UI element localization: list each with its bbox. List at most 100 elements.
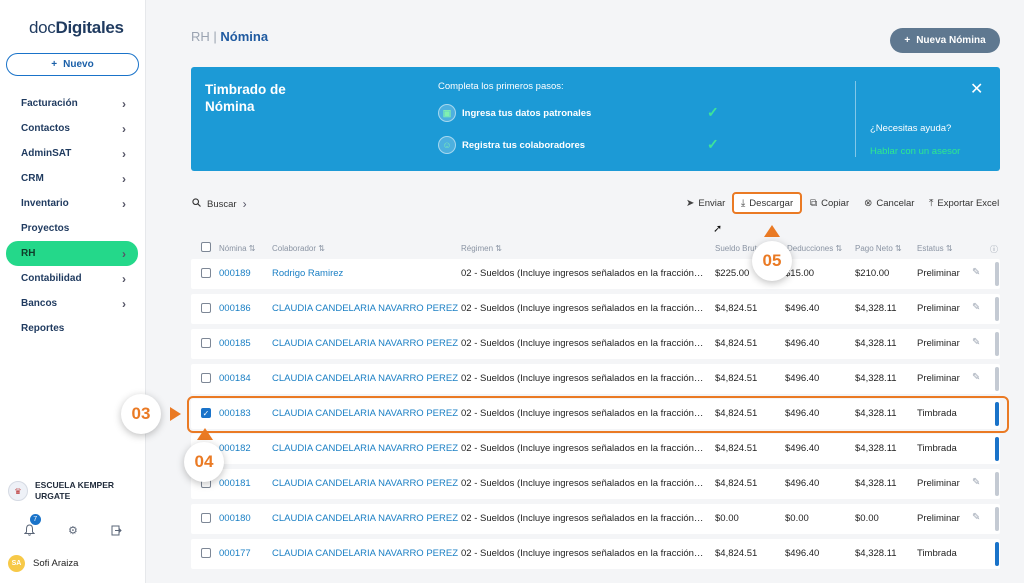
sidebar-item-inventario[interactable]: Inventario › <box>6 191 138 216</box>
status-indicator <box>995 332 999 356</box>
sidebar-item-contactos[interactable]: Contactos › <box>6 116 138 141</box>
upload-icon: ⤒ <box>929 197 934 209</box>
company-selector[interactable]: ♛ ESCUELA KEMPER URGATE <box>8 480 140 502</box>
nomina-link[interactable]: 000181 <box>219 478 251 489</box>
colaborador-link[interactable]: CLAUDIA CANDELARIA NAVARRO PEREZ <box>272 478 459 489</box>
new-nomina-button[interactable]: + Nueva Nómina <box>890 28 1000 53</box>
row-checkbox[interactable] <box>201 513 211 523</box>
regimen-cell: 02 - Sueldos (Incluye ingresos señalados… <box>461 373 705 384</box>
deducciones-cell: $496.40 <box>785 303 820 314</box>
table-row[interactable]: ✓ 000183 CLAUDIA CANDELARIA NAVARRO PEREZ 0… <box>191 399 1000 429</box>
colaborador-link[interactable]: CLAUDIA CANDELARIA NAVARRO PEREZ <box>272 408 459 419</box>
edit-icon[interactable]: ✎ <box>972 267 981 278</box>
bell-icon[interactable]: 7 <box>18 514 42 540</box>
breadcrumb-section[interactable]: RH <box>191 29 210 44</box>
nomina-link[interactable]: 000180 <box>219 513 251 524</box>
row-checkbox[interactable] <box>201 303 211 313</box>
status-indicator <box>995 262 999 286</box>
col-nomina[interactable]: Nómina ⇅ <box>219 244 256 253</box>
info-icon[interactable]: ⓘ <box>990 245 998 254</box>
col-colaborador[interactable]: Colaborador ⇅ <box>272 244 325 253</box>
table-row[interactable]: 000186 CLAUDIA CANDELARIA NAVARRO PEREZ 02… <box>191 294 1000 324</box>
cancel-button[interactable]: ⊗ Cancelar <box>864 197 915 209</box>
pago-neto-cell: $4,328.11 <box>855 548 897 559</box>
colaborador-link[interactable]: CLAUDIA CANDELARIA NAVARRO PEREZ <box>272 338 459 349</box>
step-register-employees[interactable]: ☺ Registra tus colaboradores <box>438 136 728 154</box>
nomina-link[interactable]: 000182 <box>219 443 251 454</box>
sueldo-bruto-cell: $4,824.51 <box>715 548 758 559</box>
edit-icon[interactable]: ✎ <box>972 337 981 348</box>
status-cell: Preliminar <box>917 373 960 384</box>
edit-icon[interactable]: ✎ <box>972 477 981 488</box>
row-checkbox[interactable] <box>201 548 211 558</box>
close-icon[interactable]: ✕ <box>970 81 984 98</box>
export-excel-button[interactable]: ⤒ Exportar Excel <box>929 197 1000 209</box>
colaborador-link[interactable]: Rodrigo Ramirez <box>272 268 344 279</box>
sidebar-item-contabilidad[interactable]: Contabilidad › <box>6 266 138 291</box>
edit-icon[interactable]: ✎ <box>972 512 981 523</box>
table-row[interactable]: 000182 CLAUDIA CANDELARIA NAVARRO PEREZ 02… <box>191 434 1000 464</box>
edit-icon[interactable]: ✎ <box>972 302 981 313</box>
user-profile[interactable]: SA Sofi Araiza <box>8 555 78 572</box>
col-estatus[interactable]: Estatus ⇅ <box>917 244 953 253</box>
colaborador-link[interactable]: CLAUDIA CANDELARIA NAVARRO PEREZ <box>272 548 459 559</box>
status-cell: Timbrada <box>917 443 957 454</box>
download-button[interactable]: ⤓ Descargar <box>732 192 802 214</box>
new-button[interactable]: + Nuevo <box>6 53 139 76</box>
school-logo-icon: ♛ <box>8 481 28 501</box>
gear-icon[interactable]: ⚙ <box>68 524 78 537</box>
row-checkbox[interactable]: ✓ <box>201 408 211 418</box>
sidebar-tools: 7 ⚙ <box>8 514 138 540</box>
search-icon <box>192 198 201 210</box>
sidebar-item-bancos[interactable]: Bancos › <box>6 291 138 316</box>
nomina-link[interactable]: 000185 <box>219 338 251 349</box>
nomina-link[interactable]: 000177 <box>219 548 251 559</box>
col-deducciones[interactable]: Deducciones ⇅ <box>787 244 843 253</box>
table-row[interactable]: 000189 Rodrigo Ramirez 02 - Sueldos (Inclu… <box>191 259 1000 289</box>
nomina-link[interactable]: 000184 <box>219 373 251 384</box>
select-all-checkbox[interactable] <box>201 242 211 252</box>
copy-button[interactable]: ⧉ Copiar <box>810 197 850 209</box>
table-row[interactable]: 000180 CLAUDIA CANDELARIA NAVARRO PEREZ 02… <box>191 504 1000 534</box>
table-row[interactable]: 000181 CLAUDIA CANDELARIA NAVARRO PEREZ 02… <box>191 469 1000 499</box>
callout-pointer <box>170 407 181 421</box>
nomina-link[interactable]: 000189 <box>219 268 251 279</box>
pago-neto-cell: $0.00 <box>855 513 879 524</box>
sidebar-item-adminsat[interactable]: AdminSAT › <box>6 141 138 166</box>
step-employer-data[interactable]: ▣ Ingresa tus datos patronales <box>438 104 728 122</box>
deducciones-cell: $496.40 <box>785 443 820 454</box>
table-row[interactable]: 000177 CLAUDIA CANDELARIA NAVARRO PEREZ 02… <box>191 539 1000 569</box>
colaborador-link[interactable]: CLAUDIA CANDELARIA NAVARRO PEREZ <box>272 513 459 524</box>
chevron-right-icon: › <box>122 196 126 211</box>
colaborador-link[interactable]: CLAUDIA CANDELARIA NAVARRO PEREZ <box>272 303 459 314</box>
table-row[interactable]: 000184 CLAUDIA CANDELARIA NAVARRO PEREZ 02… <box>191 364 1000 394</box>
sueldo-bruto-cell: $4,824.51 <box>715 478 758 489</box>
sidebar-item-crm[interactable]: CRM › <box>6 166 138 191</box>
table-row[interactable]: 000185 CLAUDIA CANDELARIA NAVARRO PEREZ 02… <box>191 329 1000 359</box>
nomina-link[interactable]: 000183 <box>219 408 251 419</box>
sueldo-bruto-cell: $225.00 <box>715 268 750 279</box>
logout-icon[interactable] <box>104 520 128 540</box>
col-regimen[interactable]: Régimen ⇅ <box>461 244 502 253</box>
send-button[interactable]: ➤ Enviar <box>686 197 726 209</box>
sidebar-item-facturacin[interactable]: Facturación › <box>6 91 138 116</box>
row-checkbox[interactable] <box>201 338 211 348</box>
edit-icon[interactable]: ✎ <box>972 372 981 383</box>
search-button[interactable]: Buscar › <box>192 197 247 211</box>
colaborador-link[interactable]: CLAUDIA CANDELARIA NAVARRO PEREZ <box>272 373 459 384</box>
sidebar-item-rh[interactable]: RH › <box>6 241 138 266</box>
status-indicator <box>995 507 999 531</box>
sidebar-item-reportes[interactable]: Reportes <box>6 316 138 341</box>
download-icon: ⤓ <box>740 197 746 209</box>
help-text: ¿Necesitas ayuda? <box>870 123 952 134</box>
nomina-link[interactable]: 000186 <box>219 303 251 314</box>
col-pago-neto[interactable]: Pago Neto ⇅ <box>855 244 902 253</box>
row-checkbox[interactable] <box>201 268 211 278</box>
row-checkbox[interactable] <box>201 373 211 383</box>
status-indicator <box>995 297 999 321</box>
app-logo[interactable]: docDigitales <box>29 18 124 37</box>
deducciones-cell: $496.40 <box>785 478 820 489</box>
help-link[interactable]: Hablar con un asesor <box>870 146 961 157</box>
sidebar-item-proyectos[interactable]: Proyectos <box>6 216 138 241</box>
colaborador-link[interactable]: CLAUDIA CANDELARIA NAVARRO PEREZ <box>272 443 459 454</box>
